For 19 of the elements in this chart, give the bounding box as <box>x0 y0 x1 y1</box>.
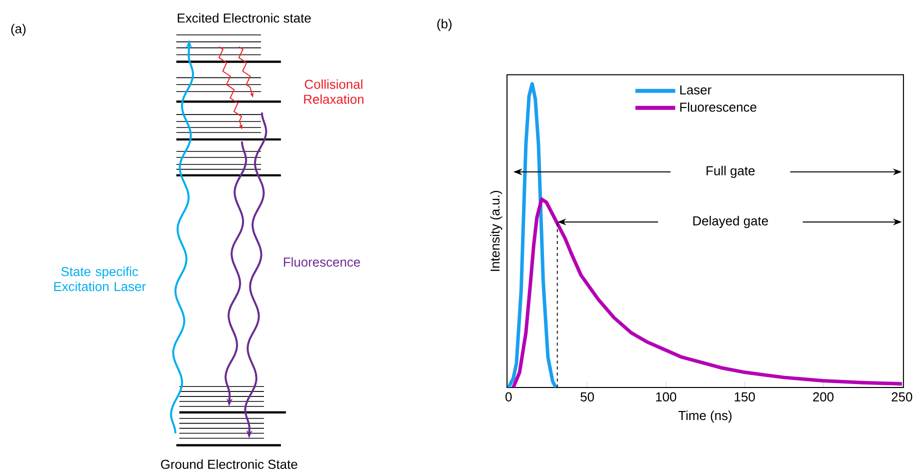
y-axis-title: Intensity (a.u.) <box>490 190 502 271</box>
x-tick-label: 200 <box>813 392 834 402</box>
text: (a) <box>11 24 26 36</box>
text: Collisional Relaxation <box>304 79 364 104</box>
legend-label: Fluorescence <box>680 102 756 112</box>
text: Excited Electronic state <box>178 13 311 23</box>
text: Ground Electronic State <box>161 459 298 469</box>
x-tick-label: 150 <box>734 392 755 402</box>
chart-title: (b) <box>437 18 452 31</box>
annotation: Delayed gate <box>693 216 768 228</box>
text: State specific Excitation Laser <box>54 266 146 292</box>
x-axis-title: Time (ns) <box>678 410 732 423</box>
legend-label: Laser <box>680 85 712 94</box>
x-tick-label: 100 <box>656 392 676 402</box>
x-tick-label: 0 <box>505 392 512 402</box>
text: Fluorescence <box>284 257 360 267</box>
x-tick-label: 50 <box>580 392 594 402</box>
x-tick-label: 250 <box>892 392 912 402</box>
annotation: Full gate <box>706 166 755 178</box>
